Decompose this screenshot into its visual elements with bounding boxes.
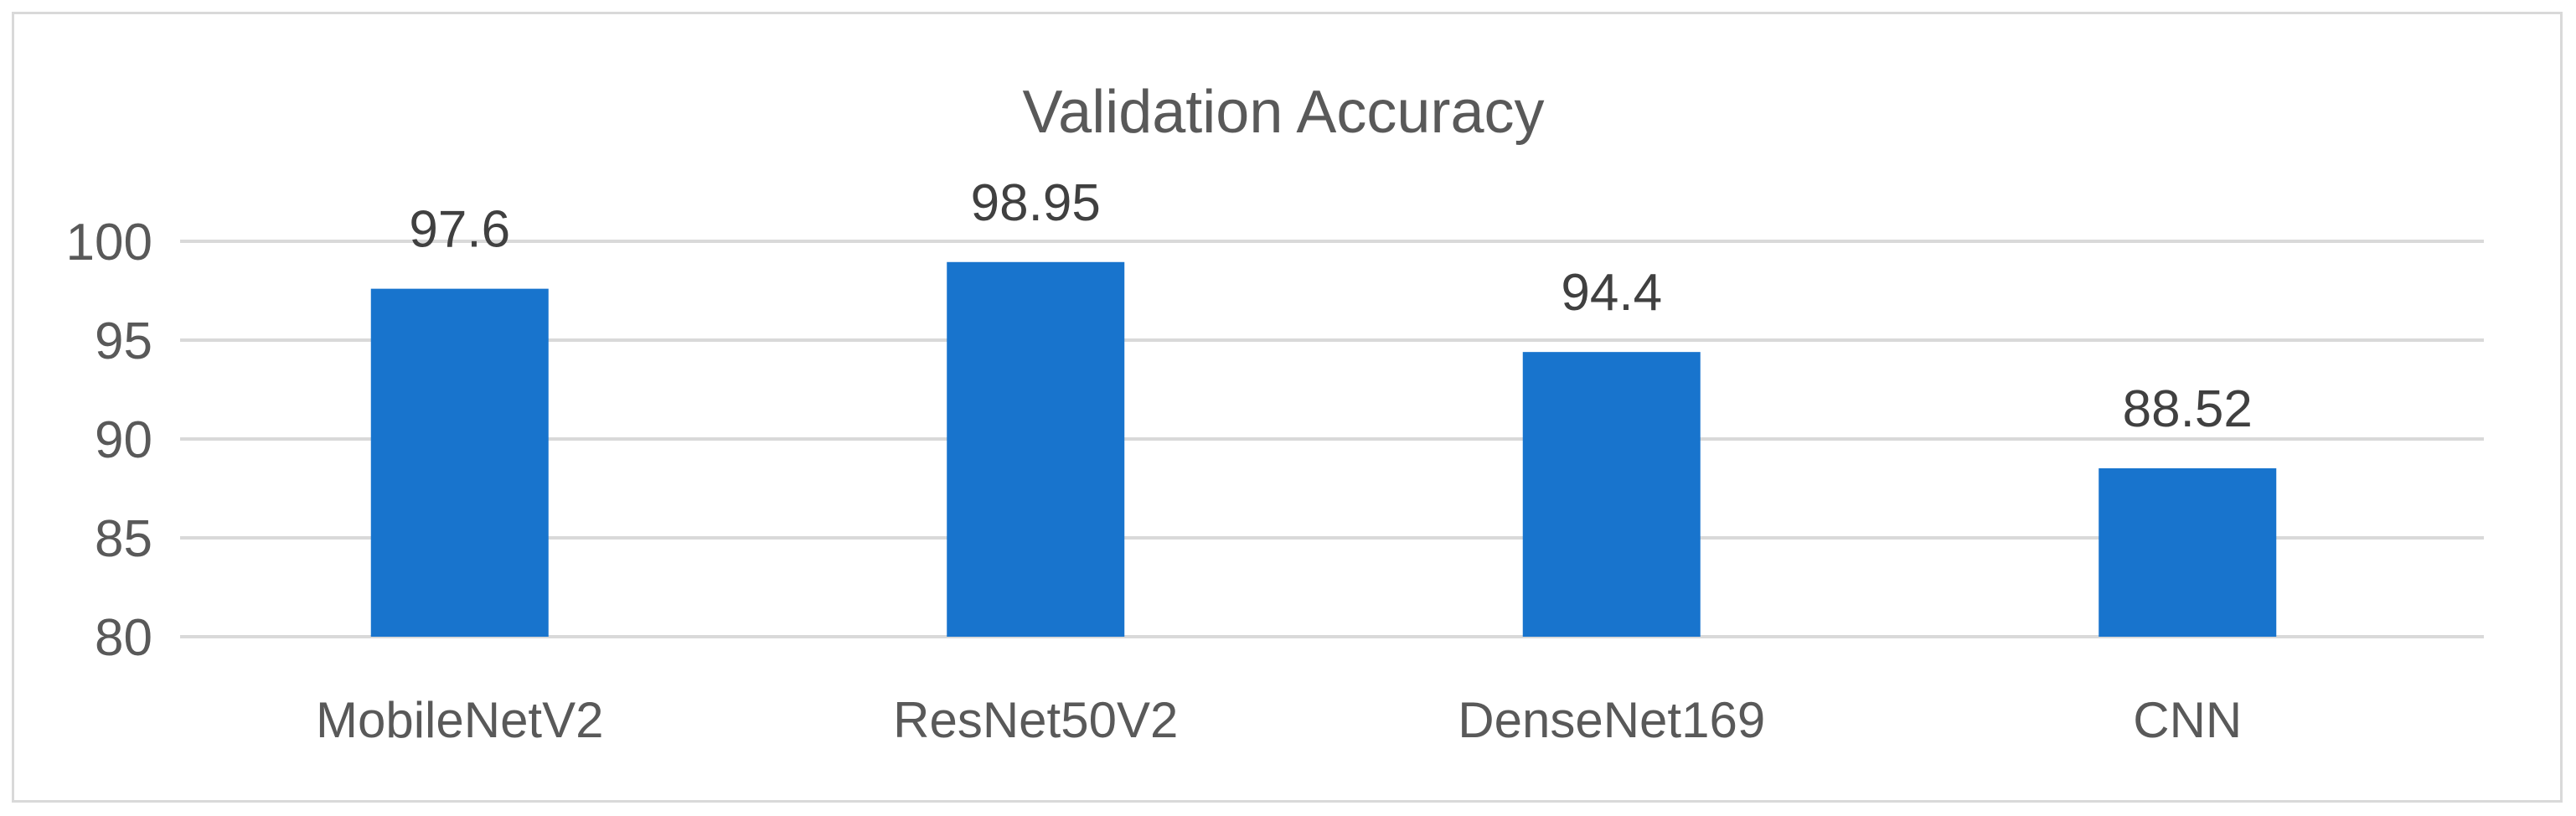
y-tick-label: 95	[95, 312, 152, 370]
bar-mobilenetv2	[370, 288, 549, 637]
data-labels: 97.6 98.95 94.4 88.52	[409, 174, 2252, 438]
y-axis-ticks: 80 85 90 95 100	[66, 214, 152, 667]
y-tick-label: 100	[66, 214, 152, 271]
data-label: 97.6	[409, 201, 510, 259]
x-category-label: MobileNetV2	[316, 692, 604, 748]
y-tick-label: 90	[95, 411, 152, 469]
bar-resnet50v2	[947, 261, 1125, 637]
x-category-label: CNN	[2133, 692, 2242, 748]
data-label: 94.4	[1561, 264, 1662, 322]
x-category-label: DenseNet169	[1458, 692, 1765, 748]
bar-cnn	[2098, 467, 2277, 637]
data-label: 88.52	[2123, 380, 2253, 438]
bar-densenet169	[1522, 352, 1701, 637]
data-label: 98.95	[971, 174, 1101, 232]
bars	[370, 261, 2277, 637]
y-tick-label: 80	[95, 609, 152, 667]
y-tick-label: 85	[95, 510, 152, 568]
x-axis-categories: MobileNetV2 ResNet50V2 DenseNet169 CNN	[316, 692, 2242, 748]
x-category-label: ResNet50V2	[893, 692, 1178, 748]
chart-title: Validation Accuracy	[1022, 79, 1544, 146]
